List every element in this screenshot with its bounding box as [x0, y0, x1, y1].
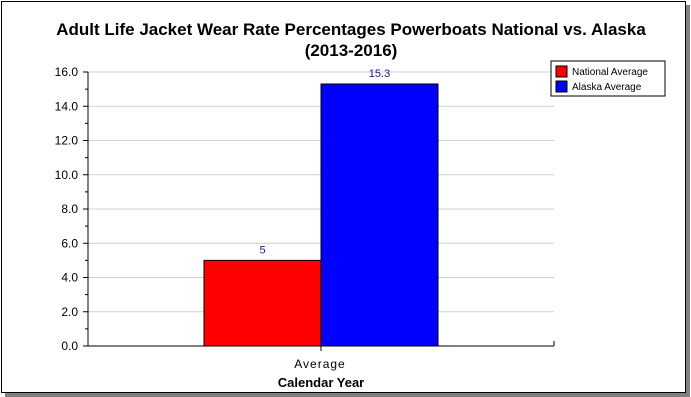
x-category-label: Average — [294, 357, 345, 371]
x-axis-title: Calendar Year — [278, 375, 364, 390]
y-tick-label: 0.0 — [61, 339, 78, 353]
legend-box — [550, 60, 666, 97]
bar-alaska-average — [320, 83, 439, 347]
data-label: 5 — [259, 244, 265, 256]
legend: National Average Alaska Average — [550, 60, 666, 97]
chart-title-line1: Adult Life Jacket Wear Rate Percentages … — [56, 20, 646, 39]
legend-label: Alaska Average — [572, 82, 642, 93]
y-tick-label: 8.0 — [61, 202, 78, 216]
chart-title-line2: (2013-2016) — [305, 41, 398, 60]
y-tick-label: 12.0 — [55, 134, 79, 148]
data-label: 15.3 — [369, 68, 390, 80]
legend-label: National Average — [572, 67, 648, 78]
axes — [87, 72, 555, 351]
y-tick-label: 6.0 — [61, 236, 78, 250]
y-axis-ticks: 0.0 2.0 4.0 6.0 8.0 10.0 12.0 14.0 16.0 — [55, 65, 88, 353]
y-tick-label: 10.0 — [55, 168, 79, 182]
legend-swatch — [555, 65, 568, 78]
legend-swatch — [555, 80, 568, 93]
bars: 515.3 — [203, 68, 439, 347]
bar-national-average — [203, 259, 322, 347]
y-tick-label: 16.0 — [55, 65, 79, 79]
y-tick-label: 4.0 — [61, 271, 78, 285]
y-tick-label: 14.0 — [55, 99, 79, 113]
y-tick-label: 2.0 — [61, 305, 78, 319]
